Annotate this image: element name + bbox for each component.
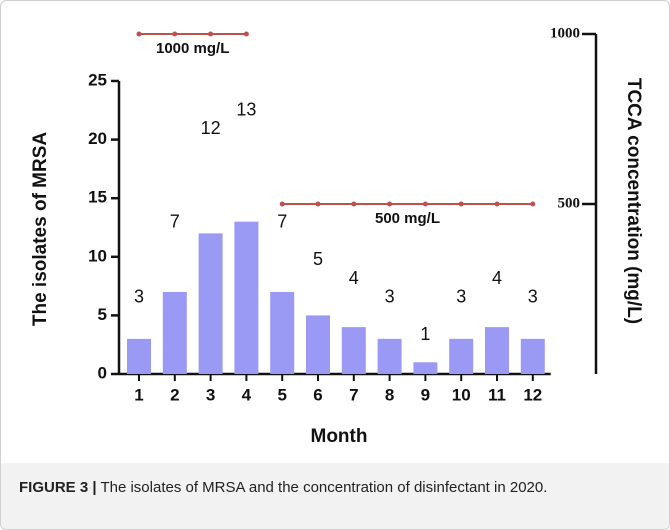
data-label: 3: [528, 287, 538, 307]
x-tick-label: 5: [277, 385, 286, 404]
concentration-point: [530, 201, 536, 207]
data-label: 4: [492, 268, 502, 288]
x-tick-label: 4: [242, 385, 252, 404]
caption-text: The isolates of MRSA and the concentrati…: [100, 479, 548, 496]
bar: [162, 291, 187, 374]
data-label: 7: [170, 212, 180, 232]
concentration-point: [208, 31, 214, 37]
chart: The isolates of MRSA TCCA concentration …: [30, 25, 644, 447]
data-label: 1: [420, 324, 430, 344]
x-tick-label: 10: [452, 385, 471, 404]
x-tick-label: 3: [206, 385, 215, 404]
x-tick-label: 1: [134, 385, 143, 404]
caption-label: FIGURE 3 |: [19, 479, 97, 496]
y2-tick-label: 500: [558, 195, 581, 211]
x-tick-label: 7: [349, 385, 358, 404]
concentration-point: [351, 201, 357, 207]
concentration-point: [315, 201, 321, 207]
caption-area: FIGURE 3 | The isolates of MRSA and the …: [1, 463, 669, 529]
concentration-point: [243, 31, 249, 37]
x-tick-label: 8: [385, 385, 394, 404]
data-label: 3: [134, 287, 144, 307]
bar: [377, 338, 402, 374]
data-label: 3: [456, 287, 466, 307]
x-tick-label: 6: [313, 385, 322, 404]
x-axis-title: Month: [311, 426, 368, 447]
bar: [234, 221, 259, 374]
y2-tick-label: 1000: [550, 25, 580, 41]
bar: [306, 315, 330, 374]
data-label: 13: [236, 99, 256, 119]
data-label: 3: [385, 287, 395, 307]
data-label: 12: [201, 118, 221, 138]
concentration-point: [172, 31, 178, 37]
concentration-point: [387, 201, 393, 207]
concentration-point: [279, 201, 285, 207]
bar: [520, 338, 545, 374]
y-tick-label: 0: [98, 363, 107, 382]
data-label: 7: [277, 212, 287, 232]
bar: [341, 327, 366, 374]
concentration-point: [136, 31, 142, 37]
y-tick-label: 5: [98, 305, 107, 324]
line-label: 1000 mg/L: [156, 40, 229, 57]
data-label: 4: [349, 268, 359, 288]
bar: [449, 338, 474, 374]
y-tick-label: 15: [88, 188, 107, 207]
concentration-point: [458, 201, 464, 207]
y-tick-label: 20: [88, 129, 107, 148]
y-tick-label: 10: [88, 246, 107, 265]
concentration-point: [494, 201, 500, 207]
x-tick-label: 9: [421, 385, 430, 404]
bar: [270, 291, 295, 374]
x-tick-label: 2: [170, 385, 179, 404]
y2-axis-title: TCCA concentration (mg/L): [623, 78, 644, 324]
y-axis-title: The isolates of MRSA: [30, 132, 51, 327]
bar: [413, 362, 438, 374]
bar: [127, 338, 151, 374]
y-tick-label: 25: [88, 70, 107, 89]
x-tick-label: 11: [488, 385, 506, 404]
x-tick-label: 12: [523, 385, 542, 404]
line-label: 500 mg/L: [375, 210, 440, 227]
caption: FIGURE 3 | The isolates of MRSA and the …: [19, 477, 644, 499]
bar: [198, 233, 223, 374]
bar: [485, 327, 509, 374]
data-label: 5: [313, 249, 323, 269]
concentration-point: [422, 201, 428, 207]
